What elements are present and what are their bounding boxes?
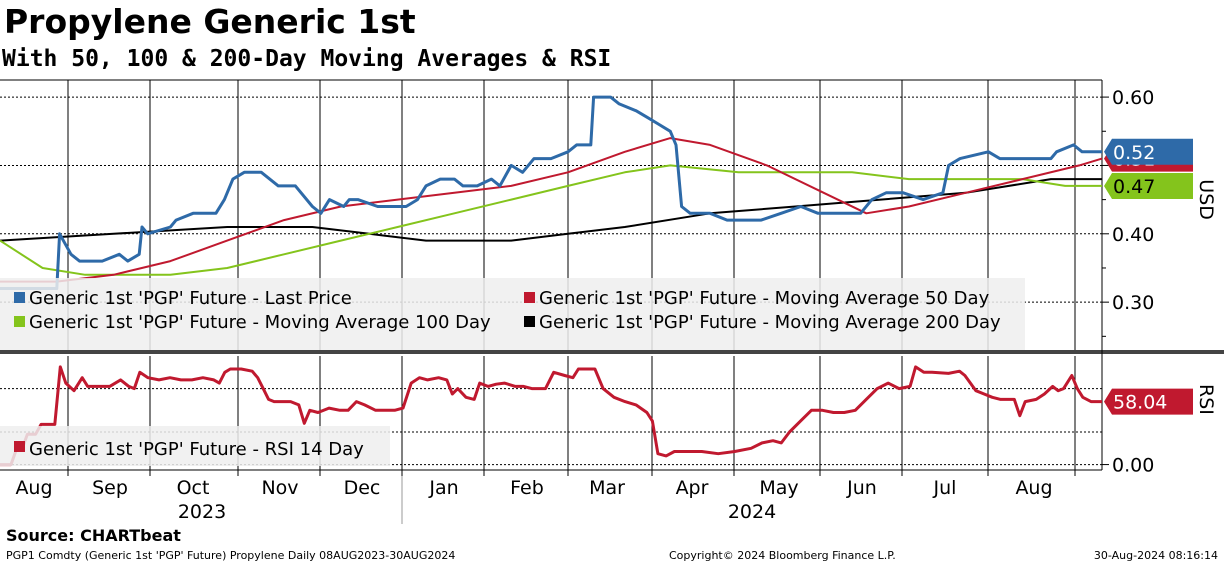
source-label: Source: CHARTbeat — [6, 526, 181, 545]
footer-copyright: Copyright© 2024 Bloomberg Finance L.P. — [669, 549, 896, 562]
x-month-label: Sep — [92, 477, 128, 499]
last-value-price-label: 0.52 — [1113, 142, 1155, 164]
series-line-rsi — [0, 365, 1102, 467]
x-month-label: Aug — [15, 477, 52, 499]
x-month-label: Feb — [510, 477, 544, 499]
x-month-label: Dec — [344, 477, 381, 499]
rsi-legend-box — [0, 426, 390, 466]
legend-swatch-ma50 — [524, 292, 535, 303]
last-value-rsi-tag — [1104, 388, 1193, 415]
y-axis-label: USD — [1195, 179, 1217, 220]
legend-label-last: Generic 1st 'PGP' Future - Last Price — [29, 288, 352, 309]
panel-divider — [0, 350, 1224, 354]
legend-swatch-ma100 — [14, 316, 25, 327]
last-value-ma100-tag — [1104, 172, 1193, 199]
y-tick-label: 0.40 — [1112, 224, 1154, 246]
legend-label-ma100: Generic 1st 'PGP' Future - Moving Averag… — [29, 312, 491, 333]
last-value-ma100-label: 0.47 — [1113, 176, 1155, 198]
series-line-ma50 — [0, 137, 1103, 283]
last-value-price-tag — [1104, 138, 1193, 165]
x-month-label: Mar — [589, 477, 625, 499]
legend-label-rsi: Generic 1st 'PGP' Future - RSI 14 Day — [29, 439, 364, 460]
x-month-label: May — [759, 477, 798, 499]
series-line-ma200 — [0, 178, 1102, 242]
legend-swatch-ma200 — [524, 316, 535, 327]
x-month-label: Oct — [177, 477, 210, 499]
y-tick-label: 0.30 — [1112, 292, 1154, 314]
rsi-y-tick-label: 0.00 — [1112, 455, 1154, 477]
legend-swatch-last — [14, 292, 25, 303]
footer-ticker: PGP1 Comdty (Generic 1st 'PGP' Future) P… — [6, 549, 456, 562]
x-year-label: 2023 — [178, 501, 226, 523]
chart-title: Propylene Generic 1st — [4, 2, 416, 41]
x-month-label: Apr — [676, 477, 709, 499]
x-month-label: Nov — [261, 477, 298, 499]
price-legend-box — [0, 278, 1025, 350]
x-month-label: Aug — [1015, 477, 1052, 499]
footer-timestamp: 30-Aug-2024 08:16:14 — [1093, 549, 1218, 562]
rsi-axis-label: RSI — [1195, 384, 1217, 415]
legend-label-ma50: Generic 1st 'PGP' Future - Moving Averag… — [539, 288, 990, 309]
legend-label-ma200: Generic 1st 'PGP' Future - Moving Averag… — [539, 312, 1001, 333]
series-line-ma100 — [0, 164, 1102, 276]
x-month-label: Jan — [428, 477, 458, 499]
series-line-last — [0, 95, 1102, 290]
x-year-label: 2024 — [728, 501, 776, 523]
chart-subtitle: With 50, 100 & 200-Day Moving Averages &… — [2, 46, 612, 72]
x-month-label: Jun — [846, 477, 877, 499]
y-tick-label: 0.60 — [1112, 87, 1154, 109]
last-value-rsi-label: 58.04 — [1113, 392, 1167, 414]
legend-swatch-rsi — [14, 441, 25, 452]
x-month-label: Jul — [933, 477, 957, 499]
